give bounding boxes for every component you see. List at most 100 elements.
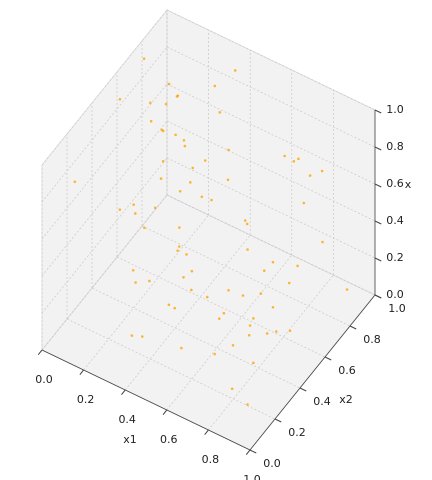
point <box>149 119 153 123</box>
point <box>200 195 204 199</box>
point <box>134 212 137 215</box>
y-tick-label: 0.8 <box>363 333 381 346</box>
grid-line <box>41 157 168 314</box>
point <box>274 330 278 333</box>
grid-line <box>166 194 376 296</box>
point <box>302 201 306 205</box>
point <box>213 84 217 88</box>
tick-mark <box>374 146 382 151</box>
point <box>203 159 207 162</box>
point <box>252 317 255 320</box>
point <box>205 295 209 299</box>
point <box>345 288 349 291</box>
point <box>148 101 152 105</box>
point <box>217 317 221 320</box>
point <box>247 334 251 337</box>
point <box>167 303 171 307</box>
grid-line <box>83 214 209 371</box>
tick-mark <box>162 409 168 415</box>
point <box>176 94 180 97</box>
point <box>292 160 296 163</box>
grid-line <box>166 83 376 185</box>
point <box>134 281 137 284</box>
tick-mark <box>349 325 357 330</box>
grid-line <box>166 254 293 411</box>
point <box>159 177 163 180</box>
tick-mark <box>274 418 282 423</box>
point <box>213 352 217 356</box>
point <box>182 138 186 142</box>
point <box>173 306 177 310</box>
point <box>246 248 249 251</box>
point <box>148 279 151 283</box>
point <box>183 144 187 148</box>
point <box>297 157 300 161</box>
point <box>185 253 188 256</box>
point <box>118 97 122 101</box>
point <box>321 240 324 244</box>
point <box>287 281 291 285</box>
tick-mark <box>374 109 382 114</box>
x-axis-label: x1 <box>123 433 137 446</box>
point <box>210 198 213 202</box>
grid-line <box>166 157 376 259</box>
point <box>167 82 171 86</box>
point <box>262 269 266 273</box>
point <box>218 111 222 114</box>
x-tick-label: 0.8 <box>202 453 220 466</box>
point <box>73 180 77 184</box>
axis-line <box>41 349 251 451</box>
z-tick-label: 0.0 <box>386 288 404 301</box>
z-tick-label: 1.0 <box>386 103 404 116</box>
point <box>143 226 146 230</box>
point <box>308 174 312 177</box>
tick-mark <box>204 429 209 435</box>
point <box>227 148 230 152</box>
point <box>248 324 252 327</box>
grid-line <box>41 194 168 351</box>
point <box>160 128 164 132</box>
point <box>252 361 255 365</box>
tick-mark <box>79 369 84 375</box>
z-tick-label: 0.6 <box>386 177 404 190</box>
point <box>296 264 299 268</box>
tick-mark <box>299 387 307 392</box>
grid-line <box>116 256 326 358</box>
x-tick-label: 0.4 <box>118 413 136 426</box>
point <box>178 189 182 193</box>
z-tick-label: 0.2 <box>386 251 404 264</box>
point <box>243 219 247 222</box>
grid-line <box>166 9 376 111</box>
point <box>227 289 230 292</box>
point <box>140 335 144 338</box>
grid-line <box>91 287 301 389</box>
point <box>233 69 237 72</box>
x-tick-label: 0.6 <box>160 433 178 446</box>
point <box>188 181 192 184</box>
point <box>132 203 135 206</box>
y-tick-label: 0.6 <box>338 364 356 377</box>
point <box>222 311 226 315</box>
point <box>178 226 181 229</box>
axis-line <box>249 294 376 451</box>
point <box>118 208 122 211</box>
grid-line <box>66 318 276 420</box>
point <box>182 276 185 279</box>
grid-line <box>41 9 168 166</box>
tick-mark <box>374 220 382 225</box>
point <box>178 245 181 248</box>
point <box>176 249 179 252</box>
point <box>164 102 168 106</box>
point <box>271 260 275 264</box>
y-tick-label: 1.0 <box>388 302 406 315</box>
point <box>190 288 193 292</box>
tick-mark <box>249 449 257 454</box>
tick-mark <box>245 449 251 455</box>
point <box>271 305 275 309</box>
grid-line <box>124 234 251 391</box>
point <box>245 222 249 226</box>
point <box>161 159 165 163</box>
grid-line <box>41 120 168 277</box>
tick-mark <box>37 349 43 355</box>
